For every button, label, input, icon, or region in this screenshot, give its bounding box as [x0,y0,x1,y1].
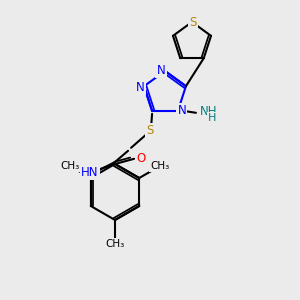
Text: S: S [189,16,197,28]
Text: N: N [157,64,165,76]
Text: N: N [178,104,186,117]
Text: H: H [208,113,216,123]
Text: NH: NH [200,105,218,118]
Text: HN: HN [81,166,99,179]
Text: CH₃: CH₃ [150,161,170,171]
Text: O: O [136,152,146,165]
Text: CH₃: CH₃ [60,161,80,171]
Text: S: S [146,124,154,137]
Text: CH₃: CH₃ [105,239,124,249]
Text: N: N [136,81,145,94]
